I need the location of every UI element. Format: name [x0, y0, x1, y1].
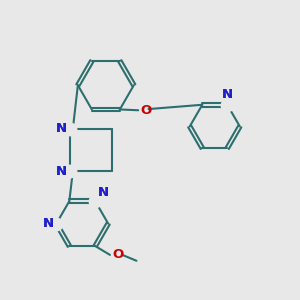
Text: N: N — [222, 88, 233, 101]
Text: O: O — [112, 248, 123, 261]
Text: N: N — [42, 217, 53, 230]
Text: N: N — [56, 165, 67, 178]
Text: O: O — [141, 104, 152, 117]
Text: N: N — [98, 186, 109, 199]
Text: N: N — [56, 122, 67, 135]
Text: N: N — [222, 88, 233, 101]
Text: N: N — [56, 165, 67, 178]
Text: N: N — [98, 186, 109, 199]
Text: N: N — [56, 122, 67, 135]
Text: N: N — [42, 217, 53, 230]
